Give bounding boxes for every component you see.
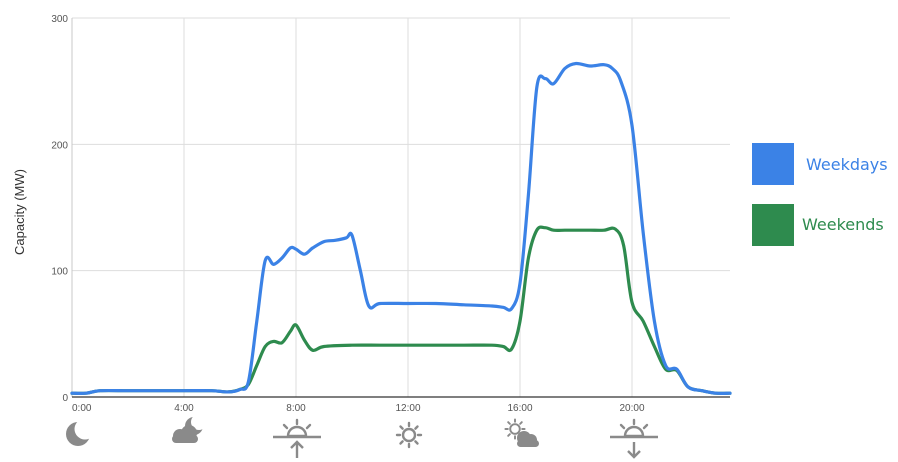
series-lines	[72, 63, 730, 393]
x-tick-label: 4:00	[174, 403, 194, 414]
legend-swatch-weekends	[752, 204, 794, 246]
sunset-icon	[610, 420, 658, 457]
y-tick-label: 0	[62, 393, 68, 404]
y-tick-label: 300	[51, 14, 68, 25]
sun-icon	[397, 423, 421, 447]
axes	[72, 18, 730, 397]
x-tick-label: 12:00	[395, 403, 420, 414]
sunrise-icon	[273, 420, 321, 458]
cloudy-night-icon	[172, 414, 207, 443]
tick-labels: 0 100 200 300 0:00 4:00 8:00 12:00 16:00 20:00	[51, 14, 645, 414]
x-tick-label: 8:00	[286, 403, 306, 414]
partly-cloudy-icon	[505, 419, 539, 447]
x-tick-label: 20:00	[619, 403, 644, 414]
legend: Weekdays Weekends	[752, 143, 888, 246]
grid	[72, 18, 730, 397]
y-axis-label: Capacity (MW)	[12, 169, 27, 255]
bottom-icons	[66, 414, 658, 458]
y-tick-label: 200	[51, 140, 68, 151]
moon-icon	[66, 419, 96, 447]
y-tick-label: 100	[51, 267, 68, 278]
legend-swatch-weekdays	[752, 143, 794, 185]
legend-label-weekends: Weekends	[802, 215, 884, 234]
legend-label-weekdays: Weekdays	[806, 155, 888, 174]
series-line-weekends	[72, 227, 730, 393]
x-tick-label: 0:00	[72, 403, 92, 414]
x-tick-label: 16:00	[507, 403, 532, 414]
